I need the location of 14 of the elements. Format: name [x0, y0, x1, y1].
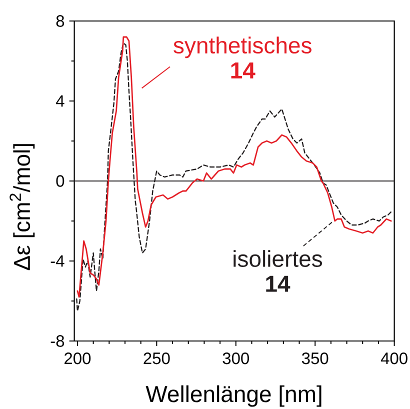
- y-tick-label: 4: [56, 95, 64, 107]
- x-tick-label: 300: [222, 352, 249, 364]
- legend-label: isoliertes 14: [234, 250, 322, 292]
- y-tick-label: 0: [56, 175, 64, 187]
- x-tick-label: 400: [380, 352, 408, 364]
- y-tick-label: -8: [50, 335, 64, 347]
- y-tick-label: -4: [50, 255, 64, 267]
- series-label: synthetisches 14: [174, 36, 312, 78]
- y-axis-title: Δε [cm$^{2}$/mol]: [10, 144, 35, 270]
- x-tick-label: 250: [144, 352, 170, 364]
- x-tick-label: 350: [302, 352, 328, 364]
- x-tick-label: 200: [64, 352, 91, 364]
- x-axis-title: Wellenlänge [nm]: [146, 385, 322, 407]
- y-tick-label: 8: [56, 15, 64, 27]
